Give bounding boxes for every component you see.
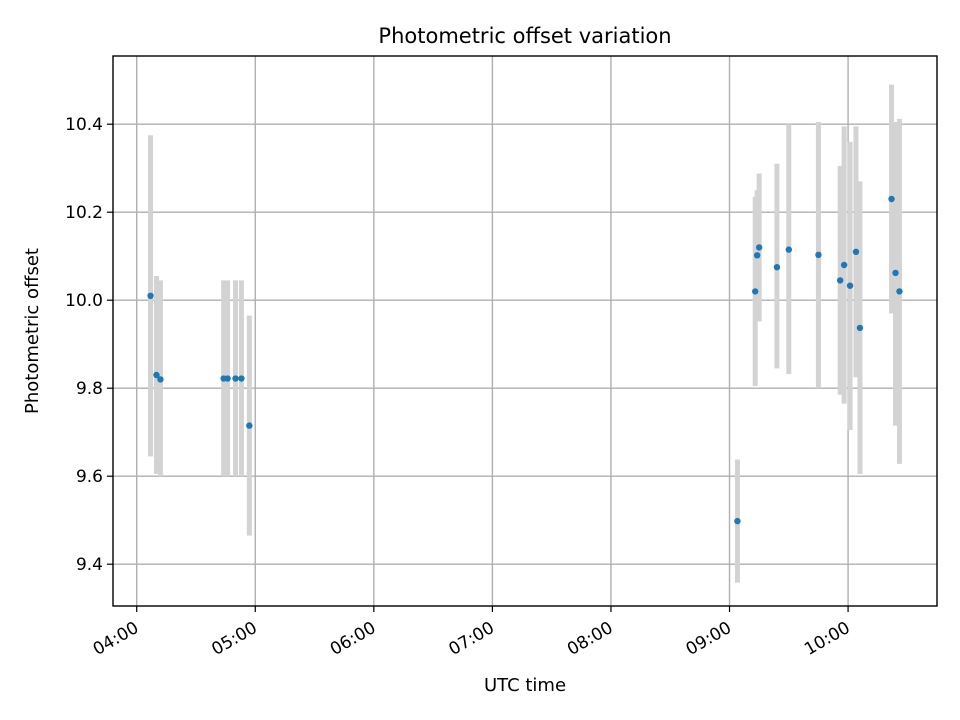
- error-bars: [148, 84, 902, 583]
- x-tick-label: 05:00: [208, 618, 260, 660]
- x-tick-label: 04:00: [90, 618, 142, 660]
- data-point: [773, 264, 781, 271]
- data-point: [752, 288, 759, 295]
- data-point: [856, 324, 864, 332]
- chart-title: Photometric offset variation: [378, 24, 671, 48]
- data-point: [246, 422, 253, 429]
- data-point: [815, 251, 822, 259]
- y-tick-label: 10.0: [65, 291, 103, 311]
- grid: [113, 56, 937, 606]
- data-point: [846, 282, 854, 289]
- y-tick-label: 9.4: [76, 555, 103, 575]
- x-tick-label: 10:00: [801, 618, 853, 660]
- data-point: [753, 252, 761, 259]
- data-point: [852, 248, 860, 255]
- data-point: [755, 244, 763, 251]
- data-point: [785, 246, 792, 253]
- data-point: [157, 376, 164, 383]
- y-tick-label: 10.2: [65, 203, 103, 223]
- data-point: [734, 517, 741, 525]
- data-point: [238, 375, 245, 382]
- x-tick-label: 08:00: [564, 618, 616, 660]
- x-axis-label: UTC time: [484, 675, 566, 696]
- plot-frame: [112, 55, 938, 607]
- data-point: [224, 375, 231, 382]
- data-point: [836, 277, 844, 284]
- y-axis-label: Photometric offset: [22, 248, 43, 414]
- data-point: [896, 288, 903, 295]
- data-point: [840, 261, 848, 269]
- x-tick-label: 06:00: [327, 618, 379, 660]
- data-point: [147, 292, 154, 299]
- data-point: [153, 371, 160, 379]
- y-tick-label: 10.4: [65, 115, 103, 135]
- y-tick-label: 9.6: [76, 467, 103, 487]
- x-tick-label: 09:00: [683, 618, 735, 660]
- data-point: [888, 195, 895, 203]
- data-point: [892, 269, 899, 277]
- data-point: [232, 375, 239, 382]
- x-tick-label: 07:00: [445, 618, 497, 660]
- y-tick-label: 9.8: [76, 379, 103, 399]
- data-points: [147, 195, 903, 525]
